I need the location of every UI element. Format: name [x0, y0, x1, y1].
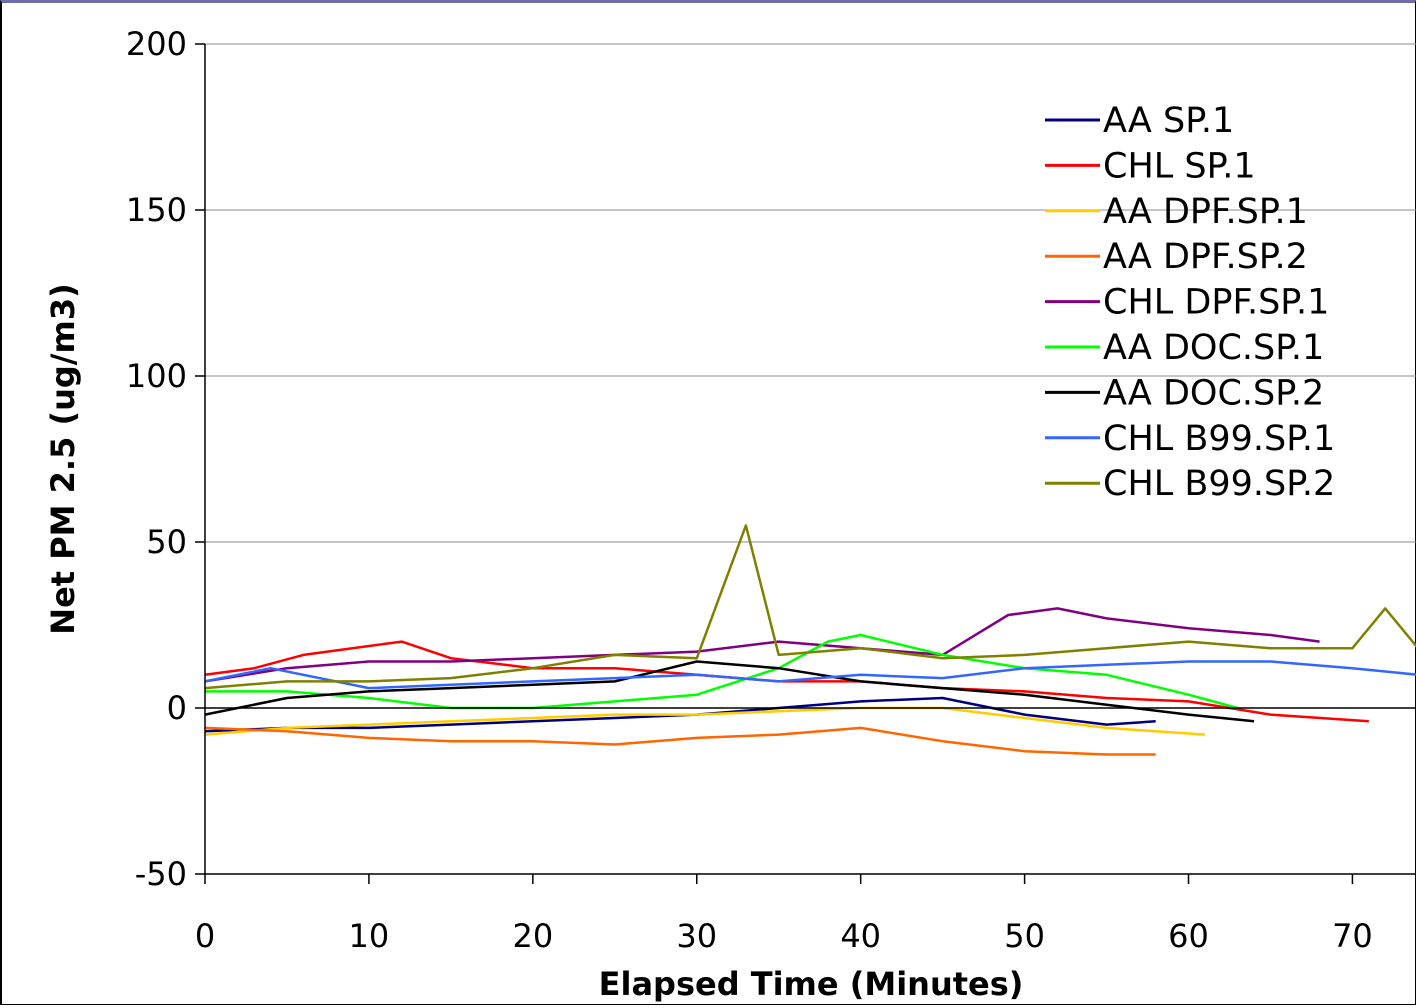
y-tick-label: -50 — [135, 855, 187, 893]
y-axis-title: Net PM 2.5 (ug/m3) — [44, 283, 82, 634]
legend-label: CHL B99.SP.2 — [1103, 464, 1335, 504]
legend-label: AA DOC.SP.2 — [1103, 373, 1324, 413]
legend: AA SP.1 CHL SP.1 AA DPF.SP.1 AA DPF.SP.2 CHL… — [1045, 101, 1335, 504]
legend-label: AA DOC.SP.1 — [1103, 328, 1324, 368]
y-tick-label: 50 — [146, 523, 187, 561]
series-line-aa-dpf-sp-2 — [204, 726, 1156, 756]
legend-label: AA DPF.SP.1 — [1103, 192, 1308, 232]
axes — [204, 44, 1416, 875]
series-lines — [204, 524, 1416, 756]
legend-label: CHL SP.1 — [1103, 146, 1256, 186]
x-tick-label: 20 — [512, 917, 553, 955]
y-tick-label: 100 — [126, 357, 187, 395]
x-tick-label: 50 — [1004, 917, 1045, 955]
legend-label: AA SP.1 — [1103, 101, 1234, 141]
legend-label: AA DPF.SP.2 — [1103, 237, 1308, 277]
series-line-chl-b99-sp-1 — [204, 660, 1416, 690]
x-tick-label: 30 — [676, 917, 717, 955]
x-tick-label: 0 — [195, 917, 215, 955]
x-tick-label: 10 — [349, 917, 390, 955]
series-line-aa-doc-sp-2 — [204, 660, 1255, 723]
x-tick-label: 60 — [1168, 917, 1209, 955]
x-axis-title: Elapsed Time (Minutes) — [599, 965, 1024, 1003]
legend-label: CHL B99.SP.1 — [1103, 419, 1335, 459]
series-line-aa-dpf-sp-1 — [204, 706, 1205, 736]
y-tick-label: 0 — [167, 689, 187, 727]
x-tick-label: 70 — [1332, 917, 1373, 955]
y-tick-label: 150 — [126, 191, 187, 229]
series-line-chl-b99-sp-2 — [204, 524, 1416, 690]
legend-label: CHL DPF.SP.1 — [1103, 283, 1329, 323]
y-tick-label: 200 — [126, 25, 187, 63]
x-tick-label: 40 — [840, 917, 881, 955]
